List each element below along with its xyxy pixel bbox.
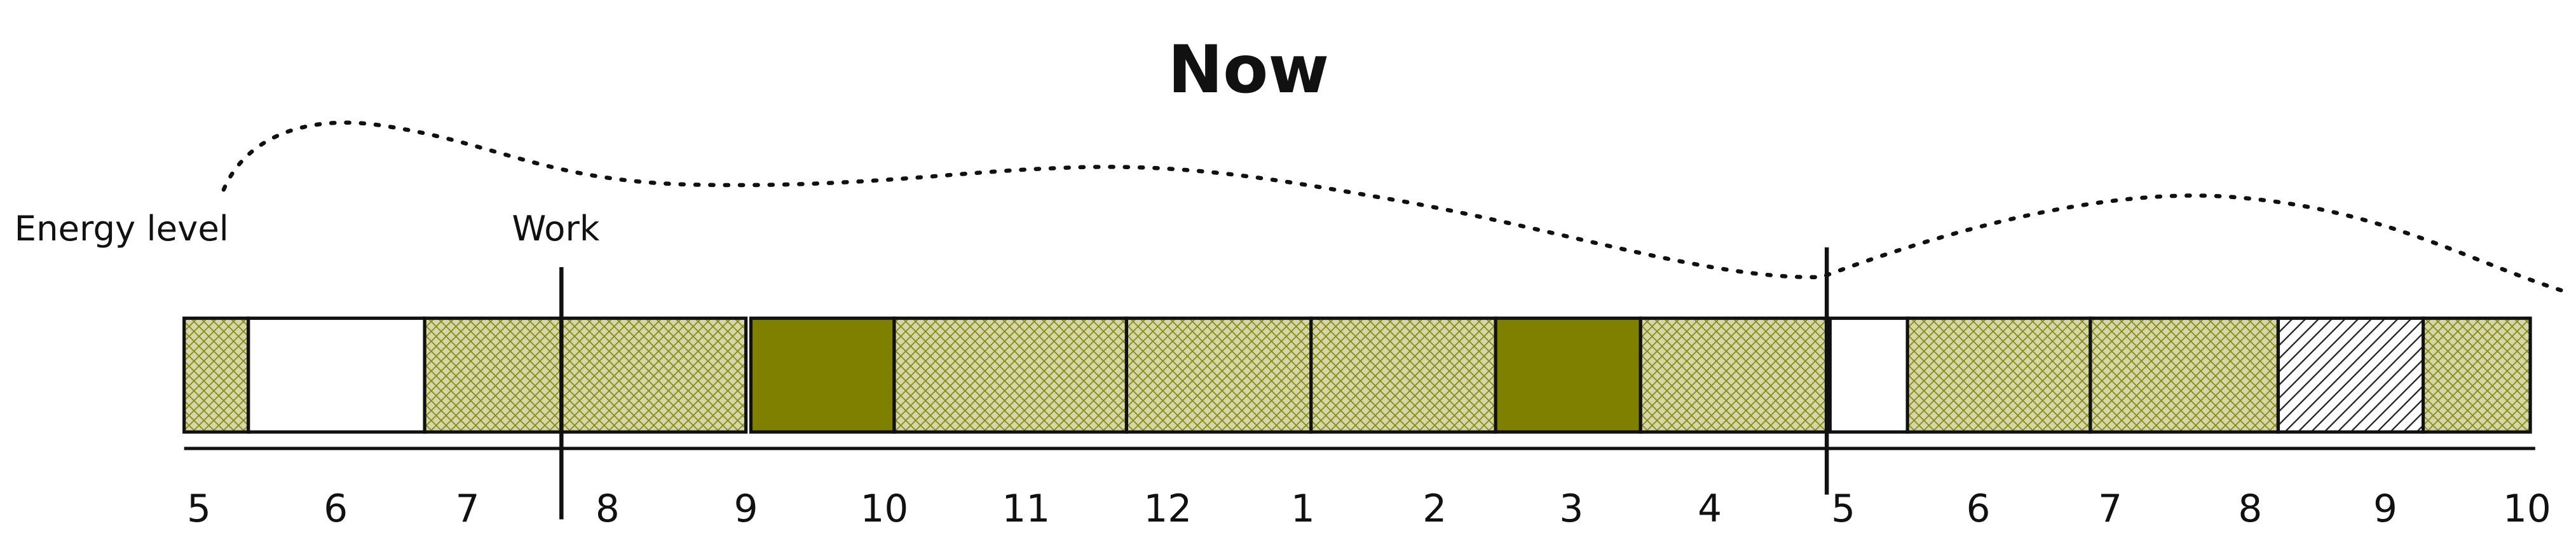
hour-label: 9 — [734, 487, 758, 531]
block-energetic — [2421, 316, 2532, 434]
block-focus — [1494, 316, 1642, 434]
hour-label: 10 — [2503, 487, 2551, 531]
title: Now — [1168, 32, 1329, 108]
work-label: Work — [512, 208, 600, 249]
hour-label: 1 — [1291, 487, 1315, 531]
blocks — [182, 316, 2532, 434]
hour-label: 12 — [1143, 487, 1192, 531]
hour-label: 5 — [187, 487, 211, 531]
block-free — [1828, 316, 1909, 434]
block-focus — [749, 316, 896, 434]
block-energetic — [2089, 316, 2280, 434]
block-rest — [2276, 316, 2425, 434]
block-energetic — [182, 316, 250, 434]
hour-label: 5 — [1831, 487, 1855, 531]
hour-label: 4 — [1698, 487, 1722, 531]
hour-label: 7 — [456, 487, 480, 531]
block-energetic — [1639, 316, 1829, 434]
block-energetic — [1309, 316, 1497, 434]
hour-label: 9 — [2373, 487, 2397, 531]
hour-label: 7 — [2098, 487, 2122, 531]
energy-label: Energy level — [15, 208, 229, 249]
block-energetic — [892, 316, 1129, 434]
hour-label: 10 — [860, 487, 908, 531]
block-energetic — [423, 316, 748, 434]
hour-label: 2 — [1422, 487, 1447, 531]
hour-label: 8 — [2238, 487, 2262, 531]
block-energetic — [1124, 316, 1313, 434]
block-energetic — [1905, 316, 2092, 434]
block-free — [247, 316, 426, 434]
hour-label: 6 — [324, 487, 348, 531]
hour-label: 8 — [596, 487, 620, 531]
hour-label: 6 — [1966, 487, 1991, 531]
hour-label: 11 — [1002, 487, 1050, 531]
hour-label: 3 — [1559, 487, 1583, 531]
hour-labels: 5 6 7 8 9 10 11 12 1 2 3 4 5 6 7 8 9 10 — [187, 487, 2551, 531]
